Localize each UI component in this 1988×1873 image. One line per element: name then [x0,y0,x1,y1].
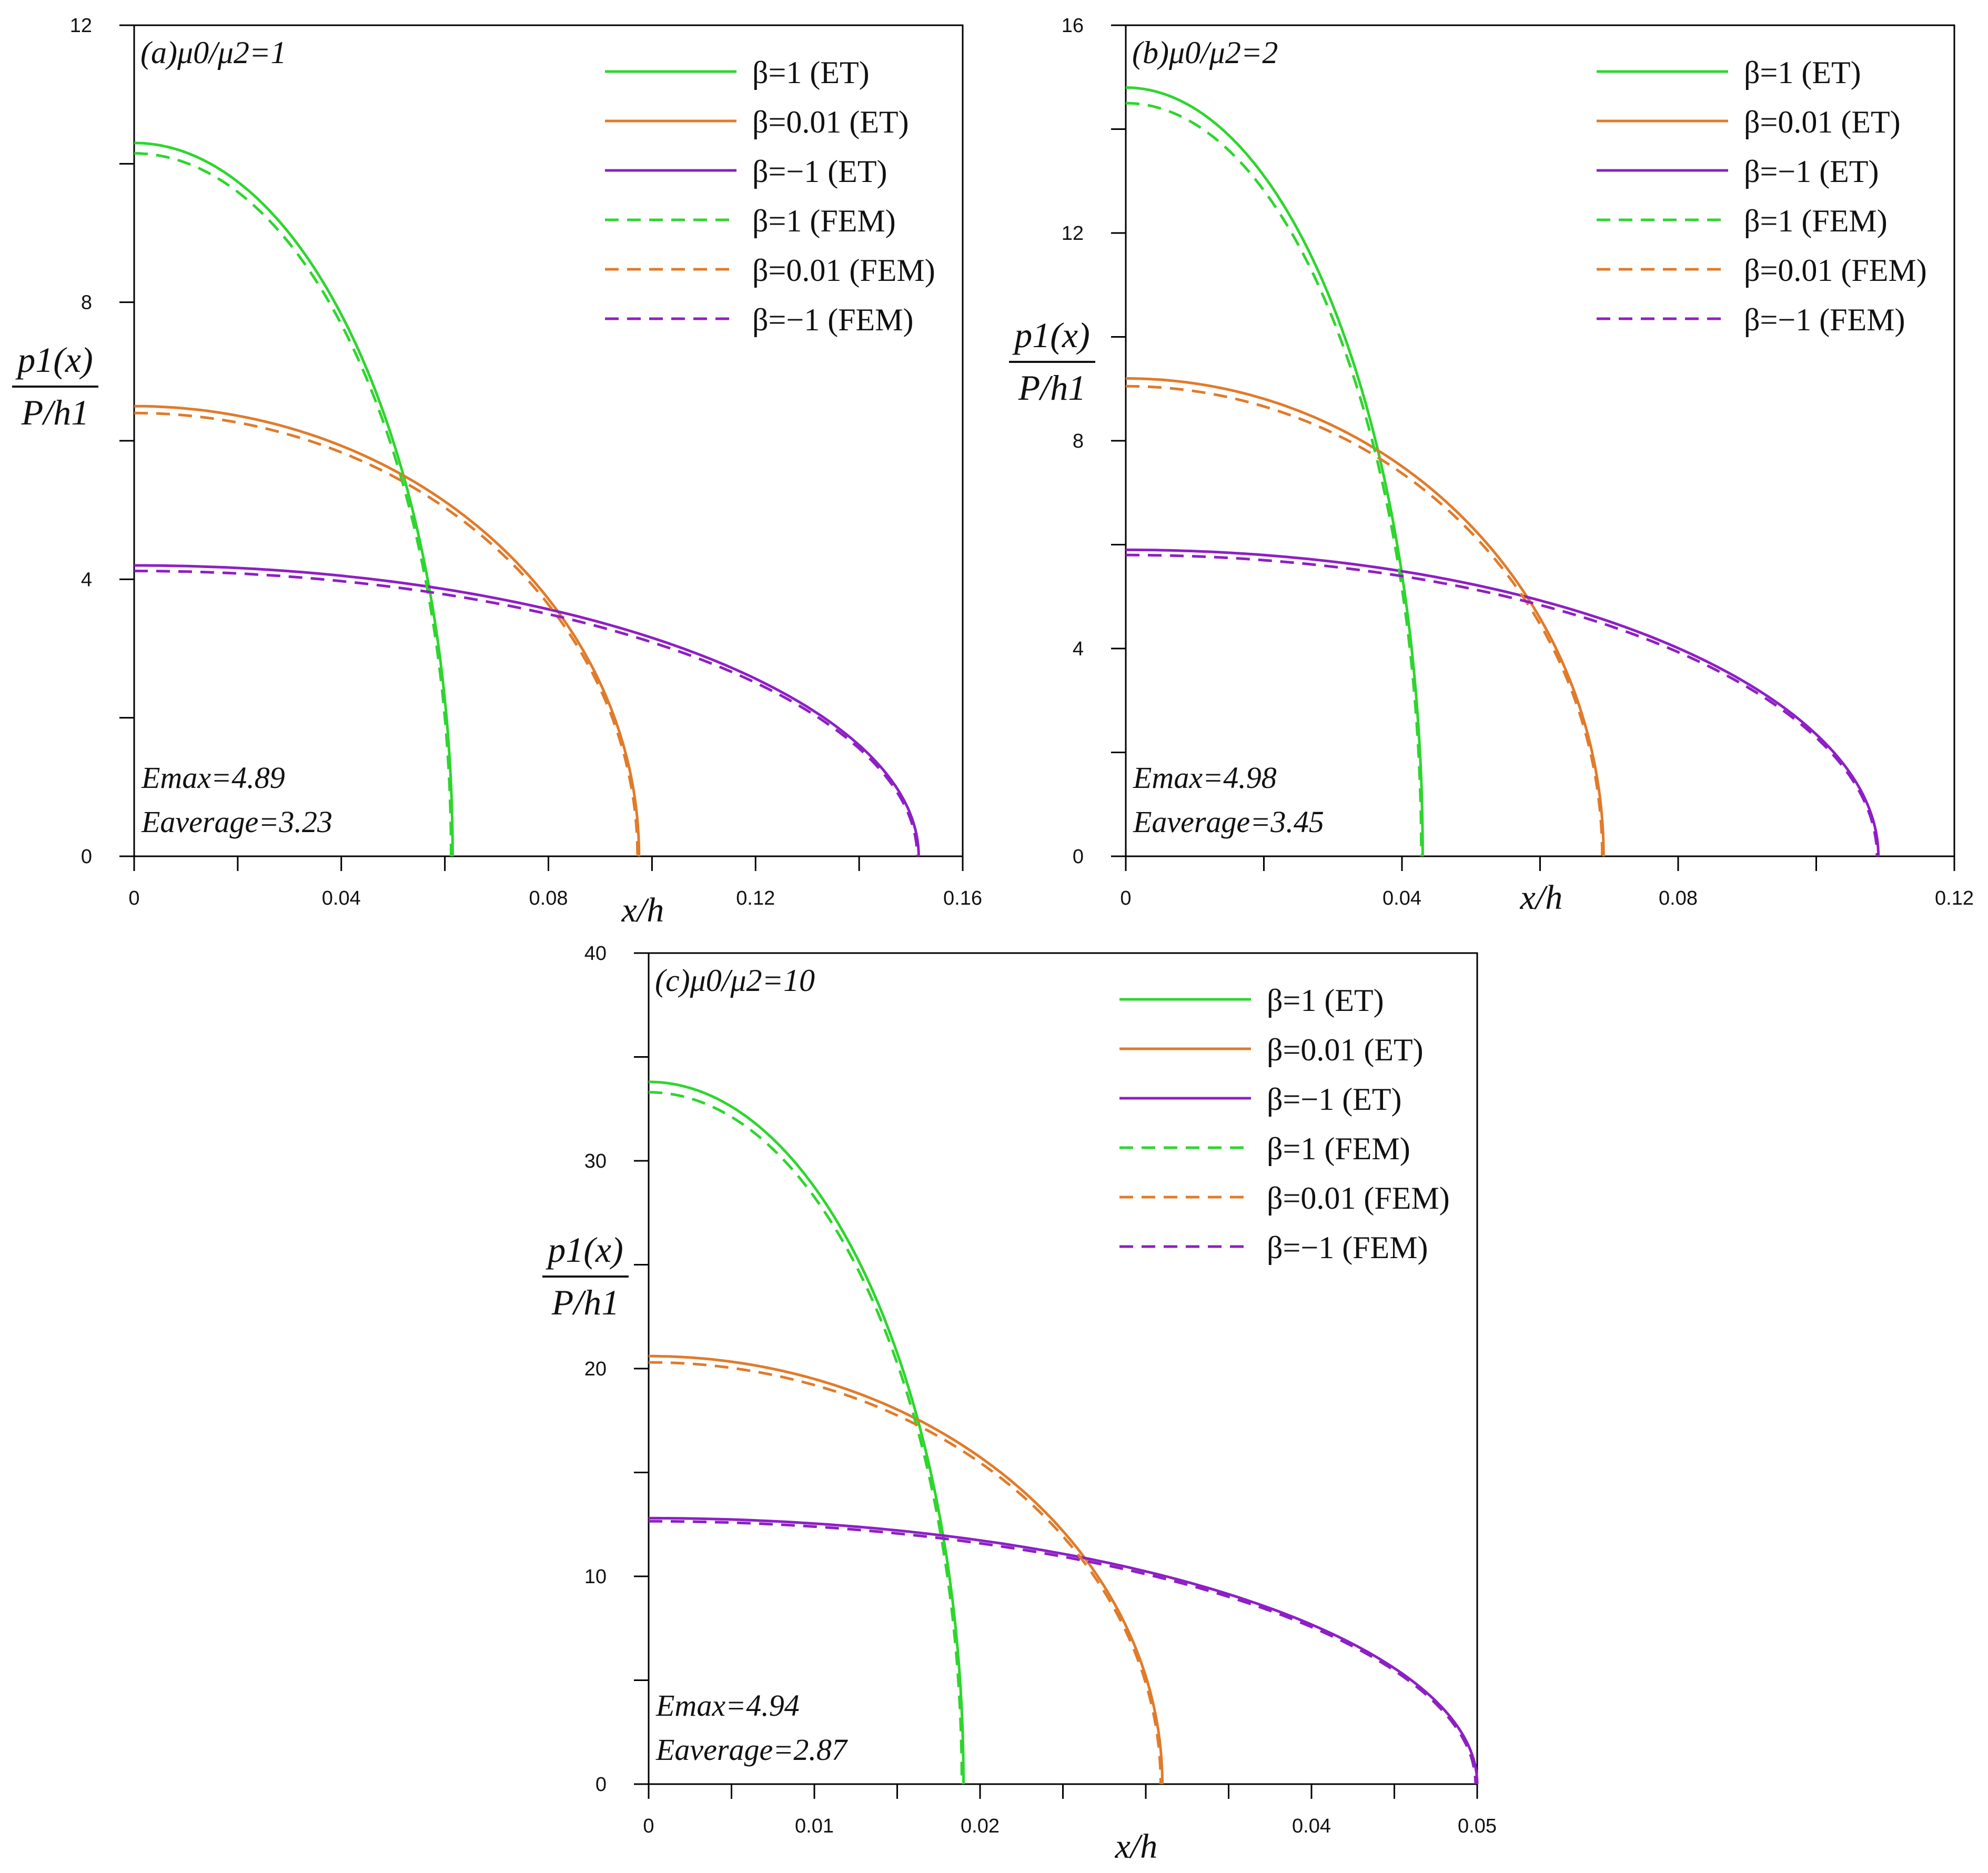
series-line [134,404,641,857]
legend: β=1 (ET) β=0.01 (ET) β=−1 (ET) β=1 (FEM) β=0… [605,55,935,337]
y-tick-label: 4 [81,569,92,591]
legend-entry: β=−1 (FEM) [752,302,914,337]
series-line [134,570,919,857]
panel-label: (c)μ0/μ2=10 [655,963,815,998]
chart-panel-3: 0 0.01 0.02 0.04 0.05 0 10 20 30 40 x/h p1(x) P/h1 (c… [542,943,1497,1866]
y-tick-label: 8 [81,292,92,314]
legend-entry: β=0.01 (FEM) [752,253,935,288]
series-line [1126,377,1605,857]
x-tick-label: 0.05 [1458,1815,1497,1837]
panel-label: (a)μ0/μ2=1 [140,35,286,70]
x-tick-label: 0.08 [529,887,568,909]
y-axis-label-denominator: P/h1 [1018,368,1086,408]
x-tick-label: 0.04 [1292,1815,1331,1837]
y-tick-label: 20 [584,1358,607,1380]
series-line [134,141,454,856]
y-axis-label: p1(x) P/h1 [542,1230,629,1322]
series-line [649,1354,1164,1784]
y-tick-label: 0 [596,1774,607,1796]
legend-entry: β=0.01 (FEM) [1267,1181,1450,1216]
x-tick-label: 0.12 [1935,887,1974,909]
series-line [1126,553,1879,857]
x-tick-label: 0 [643,1815,654,1837]
legend-entry: β=0.01 (ET) [1267,1032,1424,1067]
legend-entry: β=1 (FEM) [1267,1131,1410,1166]
y-tick-label: 10 [584,1566,607,1588]
y-tick-label: 16 [1062,15,1084,37]
y-axis-label: p1(x) P/h1 [1009,315,1095,408]
series-line [134,411,639,856]
legend-entry: β=1 (FEM) [752,204,896,238]
error-annotation: Eaverage=2.87 [655,1733,848,1767]
y-axis-label: p1(x) P/h1 [12,340,98,432]
x-tick-label: 0.12 [736,887,775,909]
legend-entry: β=−1 (ET) [752,154,887,189]
legend-entry: β=1 (ET) [752,55,870,90]
legend: β=1 (ET) β=0.01 (ET) β=−1 (ET) β=1 (FEM) β=0… [1119,983,1450,1265]
y-tick-label: 8 [1073,430,1084,452]
y-axis-label-denominator: P/h1 [551,1282,619,1322]
series-line [1125,102,1423,857]
y-tick-label: 30 [584,1150,607,1172]
error-annotation: Emax=4.89 [141,761,285,795]
x-tick-label: 0 [128,887,139,909]
x-tick-label: 0.16 [943,887,982,909]
error-annotation: Eaverage=3.23 [141,805,332,839]
x-tick-label: 0.08 [1659,887,1698,909]
x-axis-label: x/h [1115,1827,1158,1866]
series-line [648,1080,965,1784]
x-tick-label: 0.01 [795,1815,834,1837]
x-tick-label: 0.02 [961,1815,1000,1837]
error-annotation: Emax=4.98 [1133,761,1277,795]
legend-entry: β=0.01 (ET) [1744,105,1901,139]
legend-entry: β=1 (ET) [1267,983,1384,1018]
series-line [1125,86,1424,857]
y-axis-label-numerator: p1(x) [546,1230,623,1270]
chart-panel-1: 0 0.04 0.08 0.12 0.16 0 4 8 12 x/h p1(x) P/h1 (a)μ0/… [12,15,982,929]
legend-entry: β=−1 (FEM) [1744,302,1905,337]
y-axis-label-denominator: P/h1 [21,392,89,432]
series-line [1125,384,1604,856]
panel-label: (b)μ0/μ2=2 [1132,35,1278,70]
legend-entry: β=0.01 (FEM) [1744,253,1927,288]
y-tick-label: 0 [81,846,92,868]
error-annotation: Emax=4.94 [655,1688,800,1723]
series-line [649,1091,963,1784]
x-tick-label: 0 [1120,887,1131,909]
y-axis-label-numerator: p1(x) [15,340,93,380]
series-line [649,1516,1479,1785]
series-line [134,564,920,856]
plot-frame [1125,24,1955,857]
legend-entry: β=1 (ET) [1744,55,1861,90]
series-line [1126,548,1880,856]
x-tick-label: 0.04 [322,887,361,909]
y-tick-label: 12 [1062,222,1084,245]
y-tick-label: 4 [1073,638,1084,660]
legend-entry: β=−1 (ET) [1267,1082,1401,1117]
legend: β=1 (ET) β=0.01 (ET) β=−1 (ET) β=1 (FEM) β=0… [1597,55,1927,337]
error-annotation: Eaverage=3.45 [1133,805,1324,839]
series-line [648,1361,1162,1784]
legend-entry: β=1 (FEM) [1744,204,1888,238]
y-tick-label: 40 [584,943,607,965]
legend-entry: β=0.01 (ET) [752,105,909,139]
y-tick-label: 0 [1073,846,1084,868]
y-axis-label-numerator: p1(x) [1012,315,1089,355]
x-axis-label: x/h [621,891,664,929]
legend-entry: β=−1 (FEM) [1267,1230,1428,1265]
series-line [134,152,452,856]
legend-entry: β=−1 (ET) [1744,154,1879,189]
chart-panel-2: 0 0.04 0.08 0.12 0 4 8 12 16 x/h p1(x) P/h1 (b)μ0/μ2… [1009,15,1974,917]
x-tick-label: 0.04 [1382,887,1421,909]
x-axis-label: x/h [1520,878,1563,917]
y-tick-label: 12 [70,15,92,37]
